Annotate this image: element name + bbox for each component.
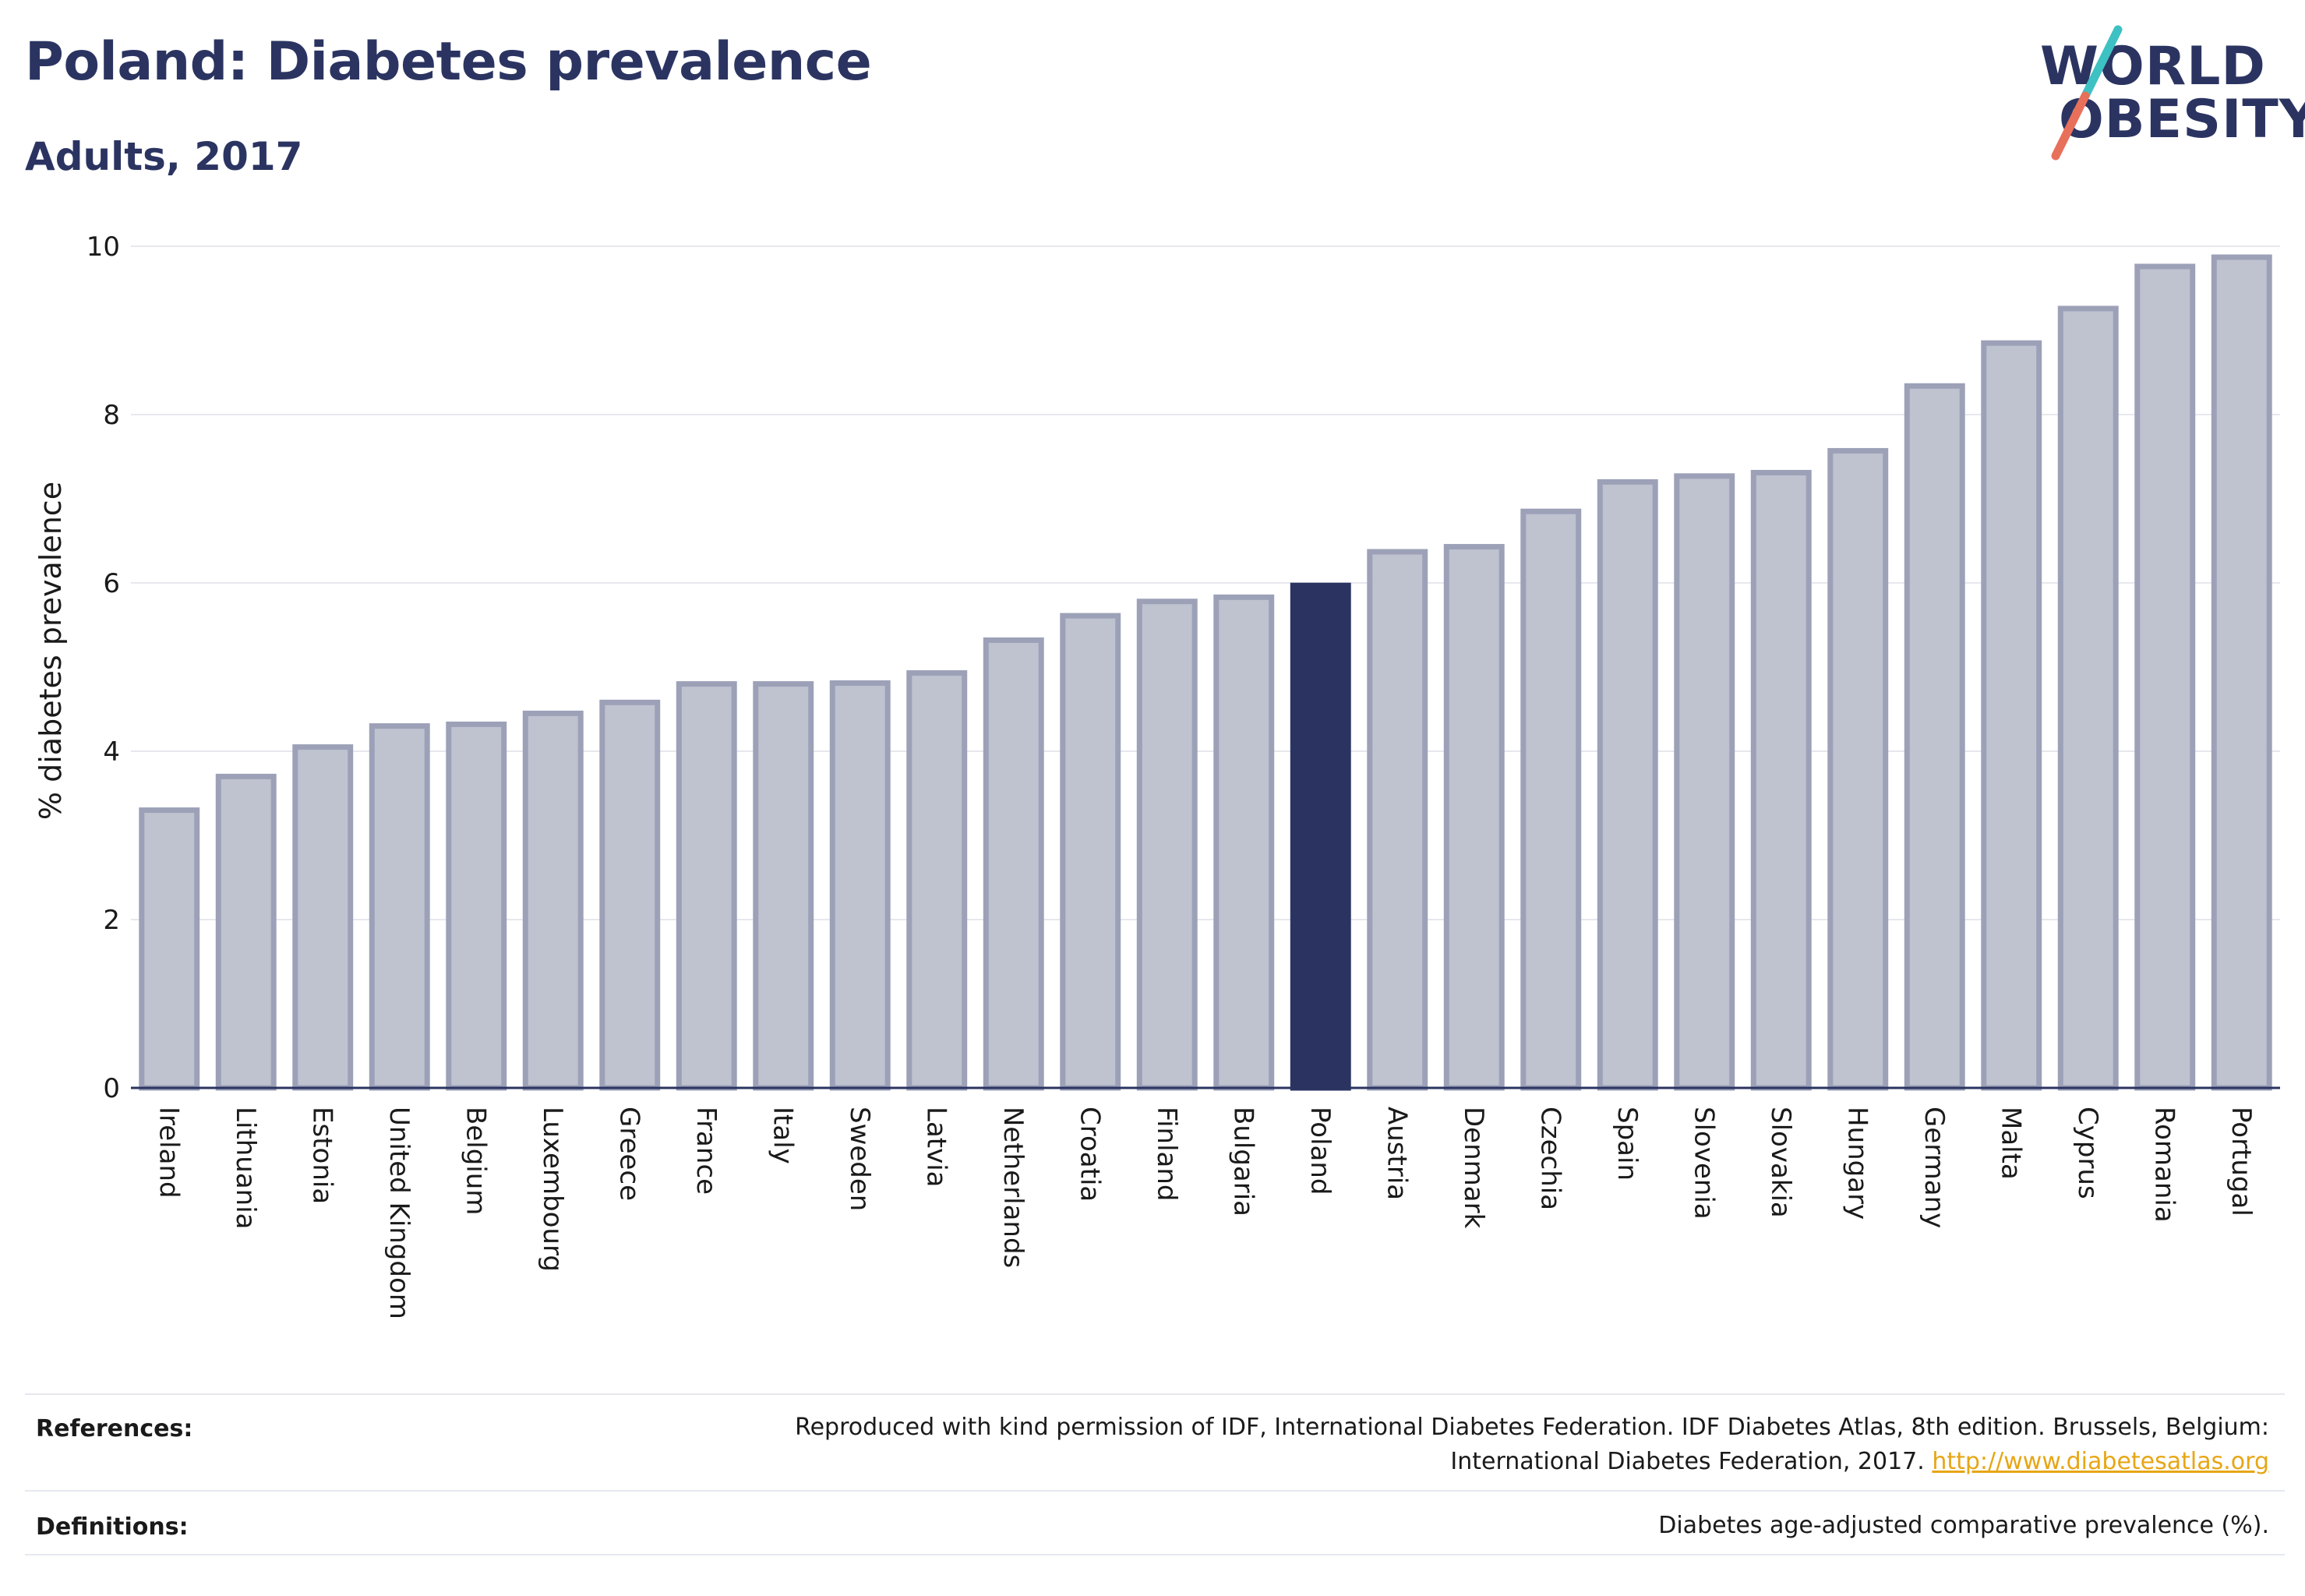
references-line-2: International Diabetes Federation, 2017.… (795, 1445, 2269, 1479)
x-tick-label: United Kingdom (383, 1107, 415, 1319)
x-tick-label: Austria (1381, 1107, 1412, 1200)
x-tick-label: Slovakia (1765, 1107, 1796, 1218)
bar-greece (599, 699, 661, 1091)
x-tick-label: Poland (1304, 1107, 1336, 1195)
bar-austria (1367, 549, 1428, 1091)
bar-malta (1981, 340, 2042, 1091)
bar-lithuania (215, 773, 277, 1091)
x-tick-label: Portugal (2226, 1107, 2257, 1216)
x-tick-label: Luxembourg (537, 1107, 568, 1272)
x-tick-label: Italy (767, 1107, 798, 1164)
bar-france (676, 681, 737, 1091)
bar-poland (1290, 582, 1351, 1091)
x-tick-label: Malta (1995, 1107, 2026, 1180)
bar-denmark (1443, 544, 1505, 1091)
bar-hungary (1827, 447, 1889, 1091)
bar-netherlands (983, 637, 1044, 1091)
bar-bulgaria (1213, 594, 1275, 1091)
bar-czechia (1520, 508, 1582, 1091)
bar-italy (753, 681, 814, 1091)
x-tick-label: Greece (613, 1107, 644, 1201)
logo-word-world: WORLD (2040, 36, 2266, 97)
x-tick-label: Latvia (920, 1107, 951, 1188)
bar-spain (1597, 478, 1658, 1091)
x-tick-label: France (690, 1107, 722, 1195)
x-tick-label: Croatia (1074, 1107, 1105, 1202)
bar-romania (2134, 263, 2196, 1091)
diabetes-atlas-link[interactable]: http://www.diabetesatlas.org (1932, 1448, 2269, 1475)
bar-belgium (446, 721, 507, 1091)
definitions-label: Definitions: (36, 1513, 189, 1541)
y-tick-label: 8 (103, 400, 120, 431)
references-line-1: Reproduced with kind permission of IDF, … (795, 1414, 2269, 1441)
x-tick-label: Lithuania (230, 1107, 261, 1229)
bar-chart: 0 2 4 6 8 10 Ireland Lithuania Estonia United Kin… (34, 231, 2280, 1319)
footer-divider-bottom (25, 1554, 2285, 1555)
definitions-text: Diabetes age-adjusted comparative preval… (1658, 1512, 2269, 1539)
references-line-2-text: International Diabetes Federation, 2017. (1450, 1448, 1925, 1475)
x-tick-label: Netherlands (997, 1107, 1029, 1268)
x-tick-label: Belgium (460, 1107, 491, 1215)
x-tick-label: Bulgaria (1227, 1107, 1258, 1216)
x-tick-label: Czechia (1534, 1107, 1565, 1210)
bar-slovakia (1750, 470, 1812, 1091)
x-tick-label: Ireland (153, 1107, 184, 1199)
bar-sweden (829, 680, 891, 1091)
logo-slash-icon (2051, 25, 2123, 161)
bar-luxembourg (522, 710, 584, 1091)
references-text: Reproduced with kind permission of IDF, … (795, 1411, 2269, 1479)
x-tick-label: Estonia (306, 1107, 337, 1204)
bar-croatia (1060, 613, 1121, 1091)
tick-labels: 0 2 4 6 8 10 Ireland Lithuania Estonia United Kin… (86, 231, 2257, 1319)
logo-word-obesity: OBESITY (2059, 89, 2305, 150)
y-tick-label: 0 (103, 1073, 120, 1104)
page-title: Poland: Diabetes prevalence (25, 31, 872, 93)
bar-portugal (2211, 254, 2272, 1091)
bar-latvia (906, 670, 968, 1091)
bar-slovenia (1674, 473, 1735, 1091)
bar-united-kingdom (369, 723, 430, 1091)
x-tick-label: Germany (1918, 1107, 1950, 1228)
x-tick-label: Cyprus (2072, 1107, 2103, 1199)
x-tick-label: Denmark (1458, 1107, 1489, 1229)
bar-finland (1136, 598, 1198, 1091)
y-tick-label: 10 (86, 231, 120, 263)
x-tick-label: Sweden (844, 1107, 875, 1211)
x-tick-label: Slovenia (1688, 1107, 1719, 1220)
footer-divider-middle (25, 1490, 2285, 1492)
page-subtitle: Adults, 2017 (25, 134, 303, 179)
bars (139, 254, 2272, 1091)
x-tick-label: Romania (2148, 1107, 2180, 1223)
bar-estonia (292, 744, 354, 1091)
y-tick-label: 2 (103, 905, 120, 936)
y-tick-label: 4 (103, 736, 120, 768)
bar-cyprus (2057, 305, 2119, 1091)
footer-divider-top (25, 1393, 2285, 1395)
x-tick-label: Hungary (1841, 1107, 1873, 1220)
world-obesity-logo: WORLD OBESITY (2026, 22, 2305, 162)
x-tick-label: Finland (1151, 1107, 1182, 1202)
bar-ireland (139, 807, 200, 1091)
bar-germany (1904, 383, 1965, 1091)
y-axis-label: % diabetes prevalence (34, 482, 68, 820)
y-tick-label: 6 (103, 568, 120, 599)
x-tick-label: Spain (1611, 1107, 1643, 1181)
references-label: References: (36, 1415, 193, 1442)
